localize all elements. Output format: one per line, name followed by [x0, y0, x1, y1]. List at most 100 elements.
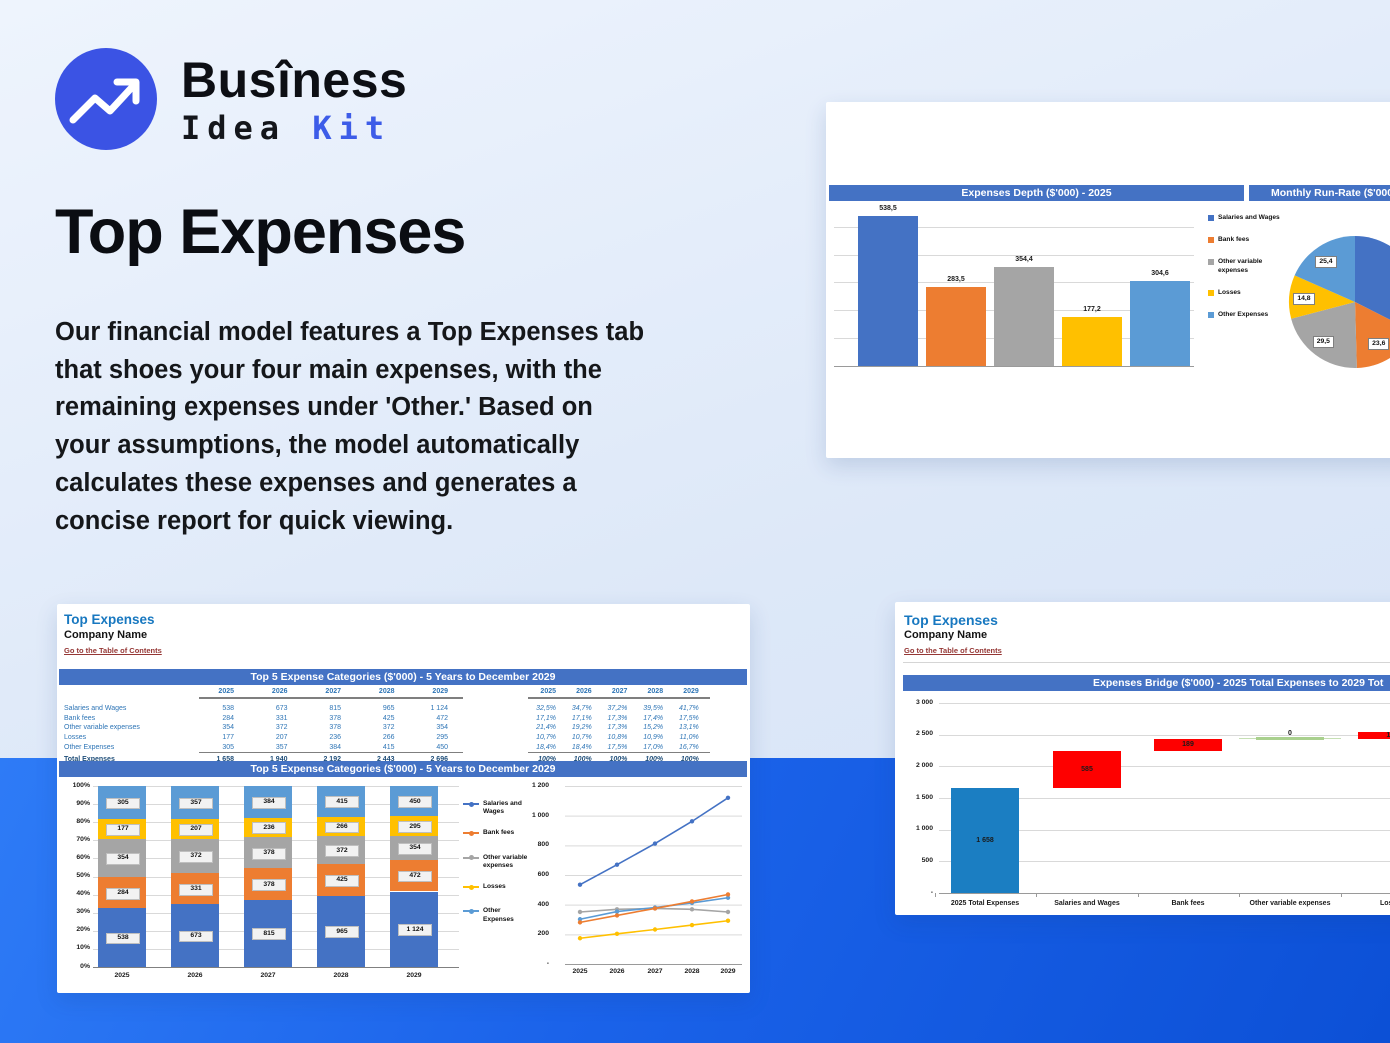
- bar-value-label: 585: [1081, 765, 1093, 773]
- axis-tick: [1137, 893, 1139, 897]
- line-series: [579, 797, 729, 886]
- bar-value-label: 304,6: [1151, 270, 1169, 278]
- table-cell: 17,5%: [678, 714, 699, 722]
- table-cell: 236: [329, 734, 341, 742]
- table-of-contents-link[interactable]: Go to the Table of Contents: [904, 646, 1002, 655]
- segment-label: 266: [325, 821, 359, 834]
- data-point: [725, 892, 731, 897]
- bar-value-label: 177,2: [1083, 305, 1101, 313]
- data-point: [652, 906, 658, 911]
- legend-label: Salaries and Wages: [1218, 214, 1280, 221]
- table-cell: 16,7%: [678, 743, 699, 751]
- legend-label: Bank fees: [1218, 236, 1250, 244]
- y-tick: 200: [537, 930, 549, 938]
- legend-item: Other Expenses: [1208, 311, 1280, 319]
- table-cell: 673: [275, 705, 288, 712]
- stacked-bar-chart: 100% 90% 80% 70% 60% 50% 40% 30% 20% 10% 0% 538 284 3…: [67, 780, 519, 988]
- bar-value-label: 0: [1288, 729, 1292, 737]
- segment-label: 236: [252, 822, 286, 835]
- table-cell: 384: [329, 743, 341, 751]
- x-axis: [93, 967, 459, 968]
- header-underline: [199, 697, 463, 699]
- chart-header-expenses-bridge: Expenses Bridge ($'000) - 2025 Total Exp…: [903, 675, 1390, 691]
- table-cell: 2028: [378, 688, 395, 695]
- table-cell: 17,1%: [536, 714, 556, 722]
- segment-label: 538: [106, 932, 140, 945]
- y-tick: 0%: [80, 962, 90, 970]
- y-tick: 3 000: [915, 698, 933, 706]
- table-cell: 266: [382, 734, 395, 742]
- bar: [1062, 316, 1122, 366]
- expenses-depth-legend: Salaries and Wages Bank fees Other variabl…: [1208, 214, 1280, 333]
- table-cell: 2026: [271, 688, 288, 695]
- table-cell: 1 940: [269, 755, 288, 763]
- waterfall-zero-bar: [1256, 737, 1324, 741]
- waterfall-bar: [1154, 738, 1222, 751]
- x-tick-label: 2025: [572, 968, 588, 975]
- x-tick-label: 2025: [114, 972, 130, 979]
- legend-label: Bank fees: [483, 829, 515, 837]
- table-cell: 17,3%: [607, 714, 628, 722]
- data-point: [689, 899, 695, 904]
- table-cell: 538: [222, 705, 234, 712]
- segment-label: 372: [179, 850, 213, 863]
- table-cell: 100%: [538, 755, 556, 763]
- table-cell: 37,2%: [607, 705, 628, 712]
- gridline: [939, 766, 1390, 768]
- gridline: [939, 734, 1390, 736]
- legend-label: Other variable expenses: [483, 853, 528, 869]
- table-cell: 100%: [609, 755, 628, 763]
- segment-label: 1 124: [398, 924, 432, 937]
- table-cell: 1 658: [216, 755, 234, 763]
- legend-item: Losses: [463, 883, 529, 891]
- table-cell: 354: [436, 724, 448, 732]
- table-cell: 100%: [573, 755, 592, 763]
- segment-label: 673: [179, 930, 213, 943]
- table-cell: 2028: [647, 688, 664, 695]
- table-cell: 2 192: [323, 755, 341, 763]
- table-cell: 415: [382, 743, 395, 751]
- x-tick-label: Salaries and Wages: [1054, 900, 1120, 907]
- gridline: [939, 861, 1390, 863]
- legend-item: Other variable expenses: [1208, 258, 1280, 274]
- bar-value-label: 283,5: [947, 276, 965, 284]
- table-cell: 472: [436, 714, 448, 722]
- bar-value-label: 118: [1386, 731, 1390, 739]
- gridline: [939, 829, 1390, 831]
- brand-sub-accent: Kit: [312, 108, 392, 147]
- legend-label: Other Expenses: [1218, 311, 1269, 319]
- company-name: Company Name: [904, 629, 988, 641]
- data-point: [577, 882, 583, 887]
- table-cell: 331: [275, 714, 288, 722]
- segment-label: 425: [325, 874, 359, 887]
- legend-line-swatch: [463, 830, 479, 836]
- legend-item: Losses: [1208, 289, 1280, 297]
- segment-label: 295: [398, 821, 432, 833]
- y-tick: 60%: [76, 853, 90, 861]
- x-tick-label: 2029: [720, 968, 736, 975]
- table-cell: 34,7%: [571, 705, 592, 712]
- table-cell: 305: [222, 743, 234, 751]
- y-tick: -: [546, 960, 549, 968]
- data-point: [725, 795, 731, 800]
- bar: [1130, 281, 1190, 366]
- legend-line-swatch: [463, 801, 479, 807]
- bar: [858, 216, 918, 366]
- table-of-contents-link[interactable]: Go to the Table of Contents: [64, 646, 162, 655]
- table-cell: 10,7%: [536, 734, 556, 742]
- x-tick-label: 2028: [333, 972, 349, 979]
- gridline: [939, 703, 1390, 704]
- bar: [926, 287, 986, 366]
- sheet-title: Top Expenses: [64, 612, 155, 627]
- company-name: Company Name: [64, 629, 148, 641]
- table-cell: 284: [222, 714, 234, 722]
- table-cell: 17,3%: [607, 724, 628, 732]
- table-cell: 10,8%: [607, 734, 628, 742]
- y-tick: 400: [537, 900, 549, 908]
- waterfall-chart: 3 000 2 500 2 000 1 500 1 000 500 - 1 658 2025 T…: [903, 697, 1390, 912]
- table-cell: 965: [382, 705, 395, 712]
- axis-tick: [1036, 893, 1037, 897]
- table-cell: 2026: [576, 688, 592, 695]
- gridline: [834, 226, 1194, 228]
